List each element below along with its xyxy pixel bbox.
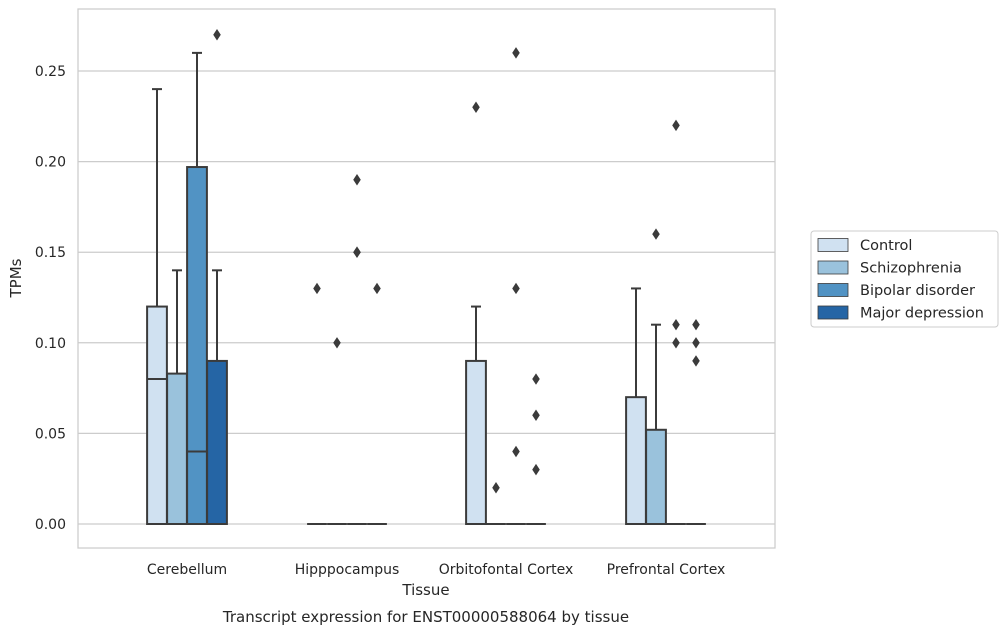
outlier-point: [692, 318, 700, 331]
box-2-1: [486, 482, 506, 525]
box-iqr: [166, 372, 188, 525]
box-0-1: [166, 269, 188, 525]
outlier-point: [532, 409, 540, 422]
x-tick-label: Cerebellum: [147, 562, 227, 578]
box-iqr: [465, 359, 487, 526]
legend-label: Control: [860, 238, 912, 254]
outlier-point: [692, 355, 700, 367]
box-iqr: [146, 305, 168, 525]
chart-caption: Transcript expression for ENST0000058806…: [222, 608, 629, 626]
x-tick-label: Orbitofontal Cortex: [439, 562, 574, 578]
x-tick-label: Hipppocampus: [295, 562, 400, 578]
outlier-point: [672, 337, 680, 349]
box-2-2: [506, 47, 526, 525]
outlier-point: [512, 445, 520, 458]
plot-area-frame: [77, 8, 776, 549]
outlier-point: [333, 337, 341, 349]
box-1-0: [307, 282, 327, 525]
legend-swatch: [817, 238, 849, 252]
box-groups: [146, 29, 706, 526]
legend-frame: [810, 230, 999, 328]
y-tick-label: 0.00: [35, 517, 66, 533]
y-tick-label: 0.10: [35, 336, 66, 352]
box-0-0: [146, 88, 168, 525]
box-3-0: [625, 287, 647, 525]
outlier-point: [213, 29, 221, 41]
y-tick-label: 0.15: [35, 245, 66, 261]
outlier-point: [532, 463, 540, 476]
outlier-point: [672, 119, 680, 132]
legend-swatch: [817, 283, 849, 297]
x-tick-label: Prefrontal Cortex: [607, 562, 726, 578]
box-1-1: [327, 337, 347, 525]
outlier-point: [492, 482, 500, 494]
y-tick-label: 0.05: [35, 426, 66, 442]
outlier-point: [512, 282, 520, 295]
box-3-1: [645, 228, 667, 525]
outlier-point: [672, 318, 680, 331]
legend-label: Bipolar disorder: [860, 283, 975, 299]
legend-label: Schizophrenia: [860, 261, 962, 277]
y-tick-label: 0.25: [35, 64, 66, 80]
y-axis-ticks: 0.00 0.05 0.10 0.15 0.20 0.25: [35, 64, 66, 533]
outlier-point: [353, 246, 361, 258]
outlier-point: [512, 47, 520, 59]
legend-swatch: [817, 305, 849, 320]
x-axis-ticks: Cerebellum Hipppocampus Orbitofontal Corte…: [147, 562, 725, 578]
box-1-2: [347, 173, 367, 525]
box-iqr: [645, 428, 667, 525]
outlier-point: [373, 282, 381, 295]
box-iqr: [625, 396, 647, 525]
box-iqr: [206, 359, 228, 526]
box-1-3: [367, 282, 387, 525]
outlier-point: [313, 282, 321, 295]
legend-label: Major depression: [860, 306, 984, 322]
box-0-2: [186, 51, 208, 525]
legend-swatch: [817, 260, 849, 275]
legend: Control Schizophrenia Bipolar disorder Majo…: [810, 230, 999, 328]
outlier-point: [532, 373, 540, 385]
outlier-point: [353, 173, 361, 186]
box-2-0: [465, 101, 487, 526]
box-3-2: [666, 119, 686, 525]
box-iqr: [186, 166, 208, 525]
y-axis-label: TPMs: [7, 258, 25, 298]
box-2-3: [526, 373, 546, 525]
y-tick-label: 0.20: [35, 155, 66, 171]
box-3-3: [686, 318, 706, 525]
outlier-point: [692, 337, 700, 349]
x-axis-label: Tissue: [401, 581, 449, 599]
box-0-3: [206, 29, 228, 526]
outlier-point: [652, 228, 660, 240]
outlier-point: [472, 101, 480, 113]
